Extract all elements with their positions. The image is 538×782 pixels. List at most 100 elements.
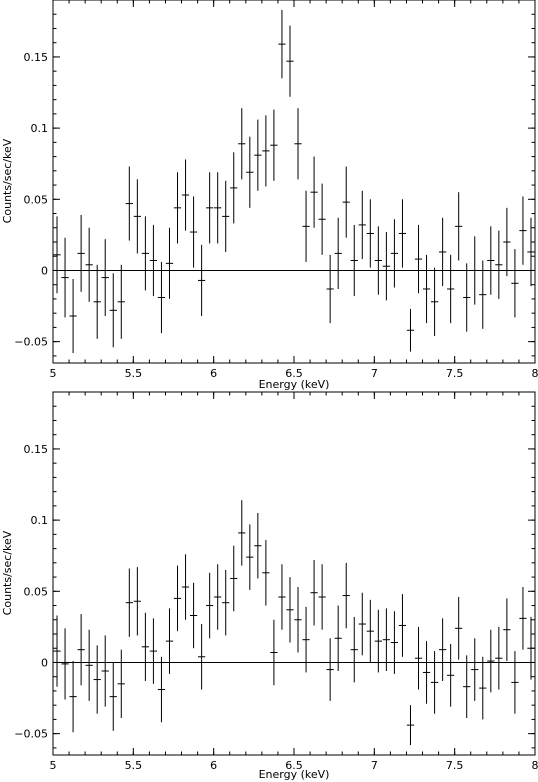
top-data-point [181,159,190,231]
bottom-data-point [173,565,182,632]
top-data-point [278,9,286,79]
bottom-x-tick-label: 5.5 [125,759,143,772]
top-data-point [479,260,487,329]
bottom-data-point [198,624,206,690]
bottom-data-point [149,618,158,684]
bottom-data-point [422,641,431,704]
top-data-point [447,254,455,324]
bottom-data-point [278,564,286,630]
bottom-data-point [430,651,439,714]
top-data-point [406,308,415,352]
top-x-axis-label: Energy (keV) [259,378,330,391]
bottom-x-tick-label: 7 [371,759,378,772]
top-data-point [366,199,374,268]
bottom-x-tick-label: 6.5 [285,759,303,772]
bottom-data-point [294,587,302,653]
top-data-point [270,109,278,181]
bottom-y-tick-label: −0.05 [14,728,48,741]
bottom-data-point [358,592,366,656]
top-data-point [294,108,302,180]
bottom-data-point [133,567,141,636]
bottom-data-point [270,619,278,686]
bottom-data-point [157,656,166,723]
top-data-point [503,207,511,277]
top-data-point [471,236,479,305]
bottom-x-tick-label: 5 [50,759,57,772]
bottom-data-point [439,618,447,681]
top-y-ticks: −0.05 0 0.05 0.1 0.15 [14,0,535,357]
top-data-point [214,172,222,244]
bottom-y-tick-label: 0.15 [24,443,49,456]
top-y-tick-label: 0 [41,264,48,277]
top-data-point [246,136,254,208]
top-data-point [350,224,358,297]
top-y-tick-label: 0.05 [24,193,49,206]
bottom-data-point [181,554,190,620]
bottom-spectrum-panel: 5 5.5 6 6.5 7 7.5 8 −0.05 0 0.05 0.1 0.15 Energy (… [1,391,538,781]
top-data-point [206,172,214,244]
bottom-data-point [117,649,125,718]
top-data-point [455,192,463,261]
bottom-data-point [214,564,222,630]
bottom-data-point [487,629,495,693]
bottom-data-point [77,614,85,686]
bottom-data-point [326,638,334,701]
bottom-y-ticks: −0.05 0 0.05 0.1 0.15 [14,391,535,749]
top-data-point [318,183,326,255]
bottom-y-tick-label: 0.05 [24,585,49,598]
top-x-tick-label: 5 [50,367,57,380]
bottom-data-point [414,626,423,690]
bottom-data-point [222,569,230,636]
top-data-point [109,273,117,348]
bottom-data-point [318,564,326,630]
bottom-x-ticks: 5 5.5 6 6.5 7 7.5 8 [50,392,538,772]
top-data-point [334,217,342,289]
top-data-point [511,249,519,318]
top-data-point [358,190,366,260]
top-data-point [262,115,270,187]
top-data-point [157,261,166,334]
bottom-data-point [125,568,133,637]
top-data-point [173,172,182,244]
bottom-data-point [519,587,527,650]
bottom-data-point [447,643,455,707]
top-data-point [117,264,125,339]
bottom-data-point [398,594,407,657]
top-data-point [125,166,133,241]
top-data-point [430,267,439,336]
top-y-tick-label: −0.05 [14,336,48,349]
top-data-point [487,226,495,295]
bottom-data-point [262,540,270,606]
bottom-data-point [53,615,61,687]
top-data-point [69,279,77,354]
top-data-point [495,230,503,299]
bottom-data-point [69,661,77,733]
bottom-data-point [382,608,390,672]
top-data-point [422,254,431,324]
bottom-data-point [479,656,487,720]
top-data-point [286,25,294,97]
top-x-tick-label: 6 [210,367,217,380]
bottom-data-point [342,562,350,629]
bottom-x-tick-label: 7.5 [446,759,464,772]
bottom-data-point [302,606,310,673]
bottom-data-point [93,645,101,714]
top-data-point [101,239,109,317]
bottom-data-point [238,500,246,566]
top-x-tick-label: 6.5 [285,367,303,380]
top-data-point [302,190,310,262]
bottom-data-point [246,524,254,590]
top-x-tick-label: 7.5 [446,367,464,380]
top-data-point [189,196,198,268]
top-data-point [398,199,407,268]
bottom-data-point [471,638,479,701]
bottom-data-point [109,662,117,731]
top-data-point [342,166,350,238]
top-y-axis-label: Counts/sec/keV [1,138,14,223]
bottom-x-axis-label: Energy (keV) [259,768,330,781]
top-data-point [519,196,527,265]
top-data-point [198,244,206,317]
top-data-point [310,156,318,228]
top-data-point [85,227,93,302]
